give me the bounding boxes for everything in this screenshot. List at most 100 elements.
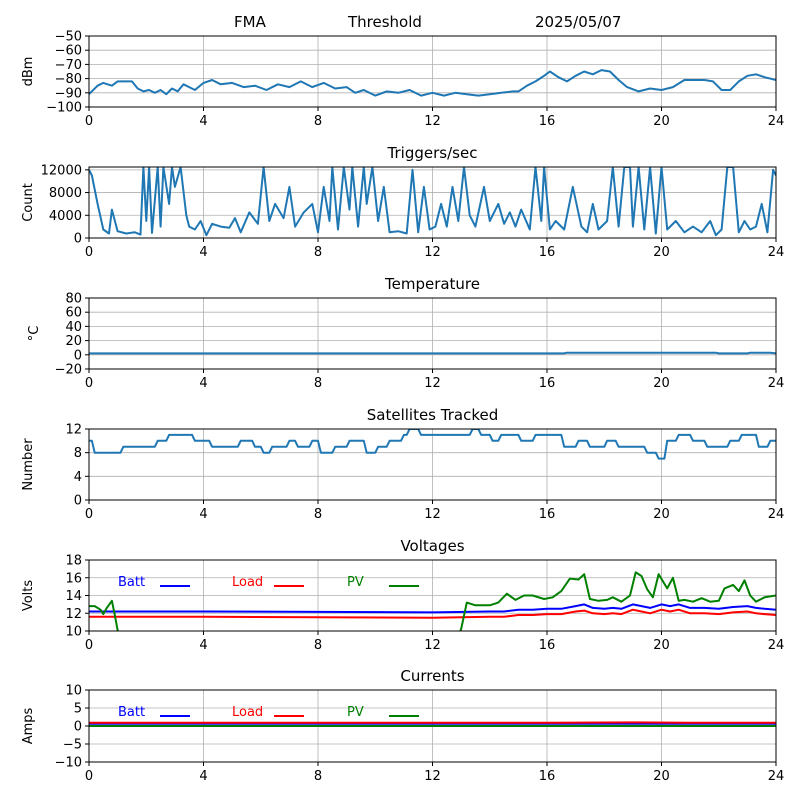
satellites-xtick-label-0: 0 bbox=[85, 507, 93, 522]
triggers-xtick-label-3: 12 bbox=[424, 245, 441, 260]
header-title-mid: Threshold bbox=[347, 13, 422, 31]
voltages-xtick-label-3: 12 bbox=[424, 638, 441, 653]
satellites-xtick-label-2: 8 bbox=[314, 507, 322, 522]
currents-xtick-label-6: 24 bbox=[768, 769, 785, 784]
voltages-xtick-label-0: 0 bbox=[85, 638, 93, 653]
threshold-ylabel: dBm bbox=[21, 57, 36, 87]
threshold-ytick-label-4: −60 bbox=[55, 44, 82, 59]
voltages-xtick-label-4: 16 bbox=[539, 638, 556, 653]
threshold-ytick-label-1: −90 bbox=[55, 86, 82, 101]
threshold-ytick-label-0: −100 bbox=[46, 101, 82, 116]
voltages-ytick-label-2: 14 bbox=[65, 589, 82, 604]
satellites-ytick-label-1: 4 bbox=[74, 470, 82, 485]
triggers-ytick-label-3: 12000 bbox=[41, 163, 82, 178]
temperature-ytick-label-5: 80 bbox=[65, 292, 82, 307]
currents-ytick-label-0: −10 bbox=[55, 756, 82, 771]
temperature-xtick-label-2: 8 bbox=[314, 376, 322, 391]
triggers-ylabel: Count bbox=[21, 183, 36, 222]
triggers-xtick-label-6: 24 bbox=[768, 245, 785, 260]
chart-threshold: 0 4 8 12 16 20 24 −100−90−80−70−60−50 dBm bbox=[21, 30, 784, 130]
triggers-series-line bbox=[89, 167, 776, 237]
currents-title: Currents bbox=[400, 667, 464, 685]
currents-legend-label-load: Load bbox=[232, 705, 263, 720]
voltages-series-pv bbox=[89, 571, 776, 631]
temperature-xtick-label-3: 12 bbox=[424, 376, 441, 391]
triggers-xtick-label-2: 8 bbox=[314, 245, 322, 260]
triggers-title: Triggers/sec bbox=[387, 144, 478, 162]
threshold-ytick-label-3: −70 bbox=[55, 58, 82, 73]
satellites-xtick-label-1: 4 bbox=[199, 507, 207, 522]
chart-triggers: 0 4 8 12 16 20 24 0 4000 8000 12000 Triggers/sec Cou… bbox=[21, 144, 784, 260]
triggers-ytick-label-1: 4000 bbox=[49, 209, 82, 224]
voltages-xtick-label-1: 4 bbox=[199, 638, 207, 653]
voltages-ytick-label-0: 10 bbox=[65, 625, 82, 640]
satellites-ytick-label-3: 12 bbox=[65, 423, 82, 438]
voltages-ytick-label-3: 16 bbox=[65, 571, 82, 586]
temperature-title: Temperature bbox=[384, 275, 480, 293]
satellites-xtick-label-4: 16 bbox=[539, 507, 556, 522]
currents-ytick-label-1: −5 bbox=[63, 738, 82, 753]
voltages-series-load bbox=[89, 608, 776, 619]
triggers-ytick-label-2: 8000 bbox=[49, 186, 82, 201]
threshold-series-line bbox=[89, 69, 776, 97]
currents-legend-label-batt: Batt bbox=[118, 705, 145, 720]
satellites-ytick-label-2: 8 bbox=[74, 446, 82, 461]
currents-xtick-label-2: 8 bbox=[314, 769, 322, 784]
temperature-xtick-label-5: 20 bbox=[653, 376, 670, 391]
threshold-xtick-label-2: 8 bbox=[314, 114, 322, 129]
chart-currents: 0 4 8 12 16 20 24 −10 −5 0 5 10 Currents Amps Batt Load… bbox=[21, 667, 784, 784]
satellites-xtick-label-5: 20 bbox=[653, 507, 670, 522]
threshold-ytick-label-2: −80 bbox=[55, 72, 82, 87]
voltages-legend-label-batt: Batt bbox=[118, 575, 145, 590]
triggers-xtick-label-5: 20 bbox=[653, 245, 670, 260]
temperature-ytick-label-2: 20 bbox=[65, 334, 82, 349]
voltages-xtick-label-6: 24 bbox=[768, 638, 785, 653]
temperature-ylabel: °C bbox=[27, 326, 42, 342]
currents-ytick-label-4: 10 bbox=[65, 684, 82, 699]
voltages-xtick-label-2: 8 bbox=[314, 638, 322, 653]
currents-ytick-label-3: 5 bbox=[74, 702, 82, 717]
satellites-title: Satellites Tracked bbox=[367, 406, 498, 424]
threshold-xtick-label-0: 0 bbox=[85, 114, 93, 129]
temperature-ytick-label-0: −20 bbox=[55, 363, 82, 378]
voltages-ytick-label-1: 12 bbox=[65, 607, 82, 622]
header-title-right: 2025/05/07 bbox=[535, 13, 621, 31]
voltages-legend-label-pv: PV bbox=[347, 575, 364, 590]
temperature-ytick-label-1: 0 bbox=[74, 348, 82, 363]
chart-satellites: 0 4 8 12 16 20 24 0 4 8 12 Satellites Tracked Number bbox=[21, 406, 784, 522]
threshold-xtick-label-5: 20 bbox=[653, 114, 670, 129]
temperature-xtick-label-0: 0 bbox=[85, 376, 93, 391]
temperature-xtick-label-6: 24 bbox=[768, 376, 785, 391]
voltages-series-batt bbox=[89, 603, 776, 614]
triggers-xtick-label-4: 16 bbox=[539, 245, 556, 260]
currents-xtick-label-4: 16 bbox=[539, 769, 556, 784]
currents-xtick-label-1: 4 bbox=[199, 769, 207, 784]
temperature-ytick-label-4: 60 bbox=[65, 306, 82, 321]
header-title-left: FMA bbox=[234, 13, 267, 31]
triggers-xtick-label-1: 4 bbox=[199, 245, 207, 260]
voltages-xtick-label-5: 20 bbox=[653, 638, 670, 653]
temperature-series-line bbox=[89, 351, 776, 355]
satellites-xtick-label-6: 24 bbox=[768, 507, 785, 522]
threshold-ytick-label-5: −50 bbox=[55, 30, 82, 45]
temperature-xtick-label-4: 16 bbox=[539, 376, 556, 391]
temperature-xtick-label-1: 4 bbox=[199, 376, 207, 391]
satellites-ylabel: Number bbox=[21, 438, 36, 491]
satellites-xtick-label-3: 12 bbox=[424, 507, 441, 522]
satellites-ytick-label-0: 0 bbox=[74, 494, 82, 509]
voltages-ylabel: Volts bbox=[21, 580, 36, 612]
voltages-ytick-label-4: 18 bbox=[65, 554, 82, 569]
threshold-xtick-label-1: 4 bbox=[199, 114, 207, 129]
voltages-title: Voltages bbox=[400, 537, 464, 555]
currents-legend-label-pv: PV bbox=[347, 705, 364, 720]
currents-xtick-label-0: 0 bbox=[85, 769, 93, 784]
triggers-ytick-label-0: 0 bbox=[74, 232, 82, 247]
threshold-xtick-label-6: 24 bbox=[768, 114, 785, 129]
triggers-xtick-label-0: 0 bbox=[85, 245, 93, 260]
chart-voltages: 0 4 8 12 16 20 24 10 12 14 16 18 Voltages Volts Batt Lo… bbox=[21, 537, 784, 653]
currents-ylabel: Amps bbox=[21, 707, 36, 744]
threshold-xtick-label-3: 12 bbox=[424, 114, 441, 129]
threshold-xtick-label-4: 16 bbox=[539, 114, 556, 129]
